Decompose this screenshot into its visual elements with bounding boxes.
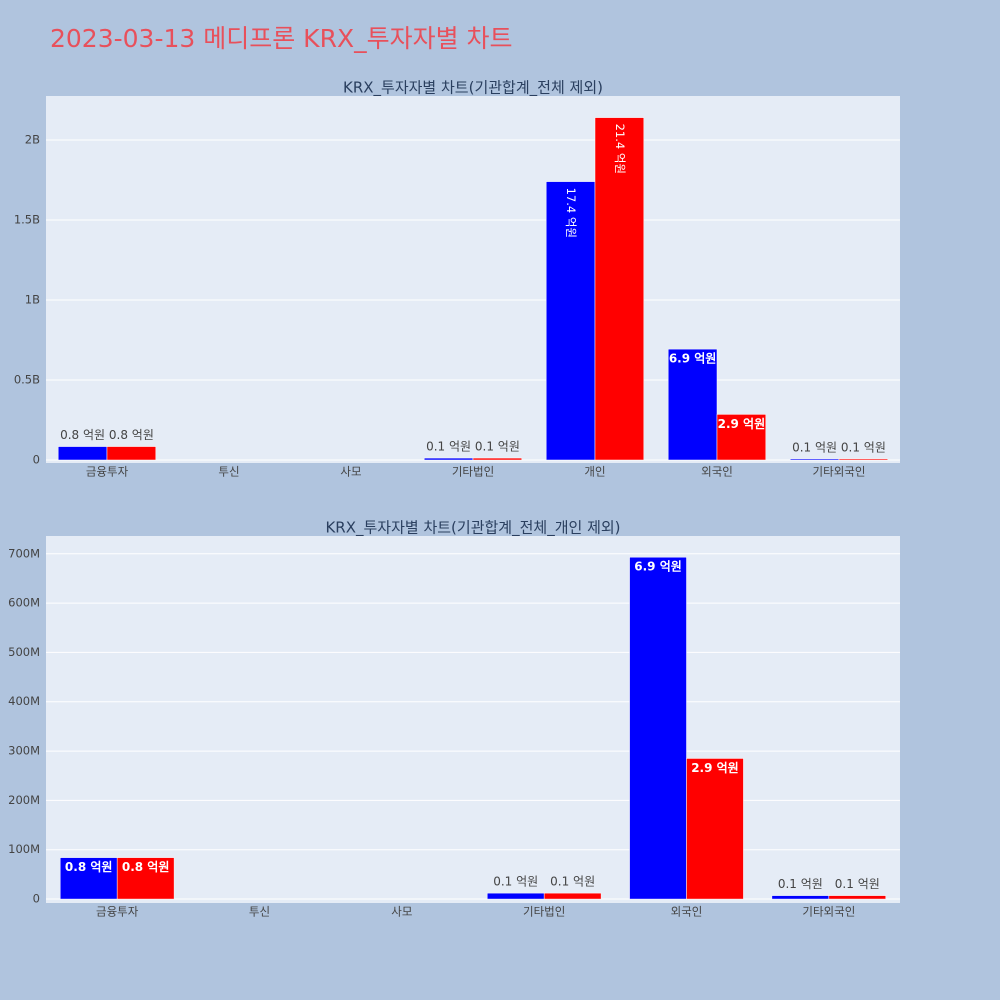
chart-title: KRX_투자자별 차트(기관합계_전체_개인 제외) [325,519,620,538]
bar [789,458,840,461]
value-label: 0.8 억원 [60,428,105,442]
y-tick-label: 0 [33,892,40,906]
value-label: 0.8 억원 [109,428,154,442]
bar [59,857,118,900]
value-label: 0.1 억원 [778,877,823,891]
x-tick-label: 사모 [340,465,361,479]
x-tick-label: 외국인 [671,905,703,919]
bar [116,857,175,900]
bar [545,181,596,461]
bar [716,414,767,461]
y-tick-label: 100M [8,842,40,856]
bar [106,446,157,461]
y-tick-label: 1B [25,293,40,307]
plot-area [46,536,900,903]
y-tick-label: 0.5B [14,373,40,387]
bar [838,458,889,461]
value-label: 0.1 억원 [835,877,880,891]
value-label: 6.9 억원 [669,352,717,366]
value-label: 6.9 억원 [634,560,682,574]
y-tick-label: 200M [8,793,40,807]
x-tick-label: 금융투자 [86,465,129,479]
x-tick-label: 투신 [218,465,239,479]
y-tick-label: 0 [33,453,40,467]
bar [472,457,523,461]
page-title: 2023-03-13 메디프론 KRX_투자자별 차트 [50,24,513,53]
bar [629,556,687,900]
value-label: 0.1 억원 [493,875,538,889]
x-tick-label: 기타법인 [452,465,494,479]
bar [543,892,602,900]
x-tick-label: 기타법인 [523,905,565,919]
x-tick-label: 기타외국인 [813,465,866,479]
value-label: 0.1 억원 [426,440,471,454]
value-label: 0.1 억원 [475,440,520,454]
y-tick-label: 500M [8,645,40,659]
value-label: 21.4 억원 [613,124,627,174]
value-label: 0.1 억원 [841,440,886,454]
chart-title: KRX_투자자별 차트(기관합계_전체 제외) [343,79,603,98]
x-tick-label: 투신 [249,905,270,919]
bar [486,892,545,900]
bar [594,117,645,461]
value-label: 0.1 억원 [550,875,595,889]
bar [771,895,830,900]
x-tick-label: 외국인 [701,465,733,479]
y-tick-label: 600M [8,596,40,610]
plot-area [46,96,900,463]
y-tick-label: 300M [8,744,40,758]
bar [828,895,887,900]
x-tick-label: 개인 [584,465,605,479]
x-tick-label: 기타외국인 [802,905,855,919]
value-label: 2.9 억원 [718,417,766,431]
x-tick-label: 금융투자 [96,905,139,919]
value-label: 17.4 억원 [564,188,578,238]
y-tick-label: 700M [8,546,40,560]
value-label: 2.9 억원 [691,761,739,775]
value-label: 0.8 억원 [65,860,113,874]
bar [667,348,718,461]
bar [423,457,474,461]
bar [57,446,108,461]
x-tick-label: 사모 [391,905,412,919]
value-label: 0.1 억원 [792,440,837,454]
value-label: 0.8 억원 [122,860,170,874]
y-tick-label: 1.5B [14,213,40,227]
y-tick-label: 400M [8,694,40,708]
bar [686,758,744,900]
y-tick-label: 2B [25,133,40,147]
